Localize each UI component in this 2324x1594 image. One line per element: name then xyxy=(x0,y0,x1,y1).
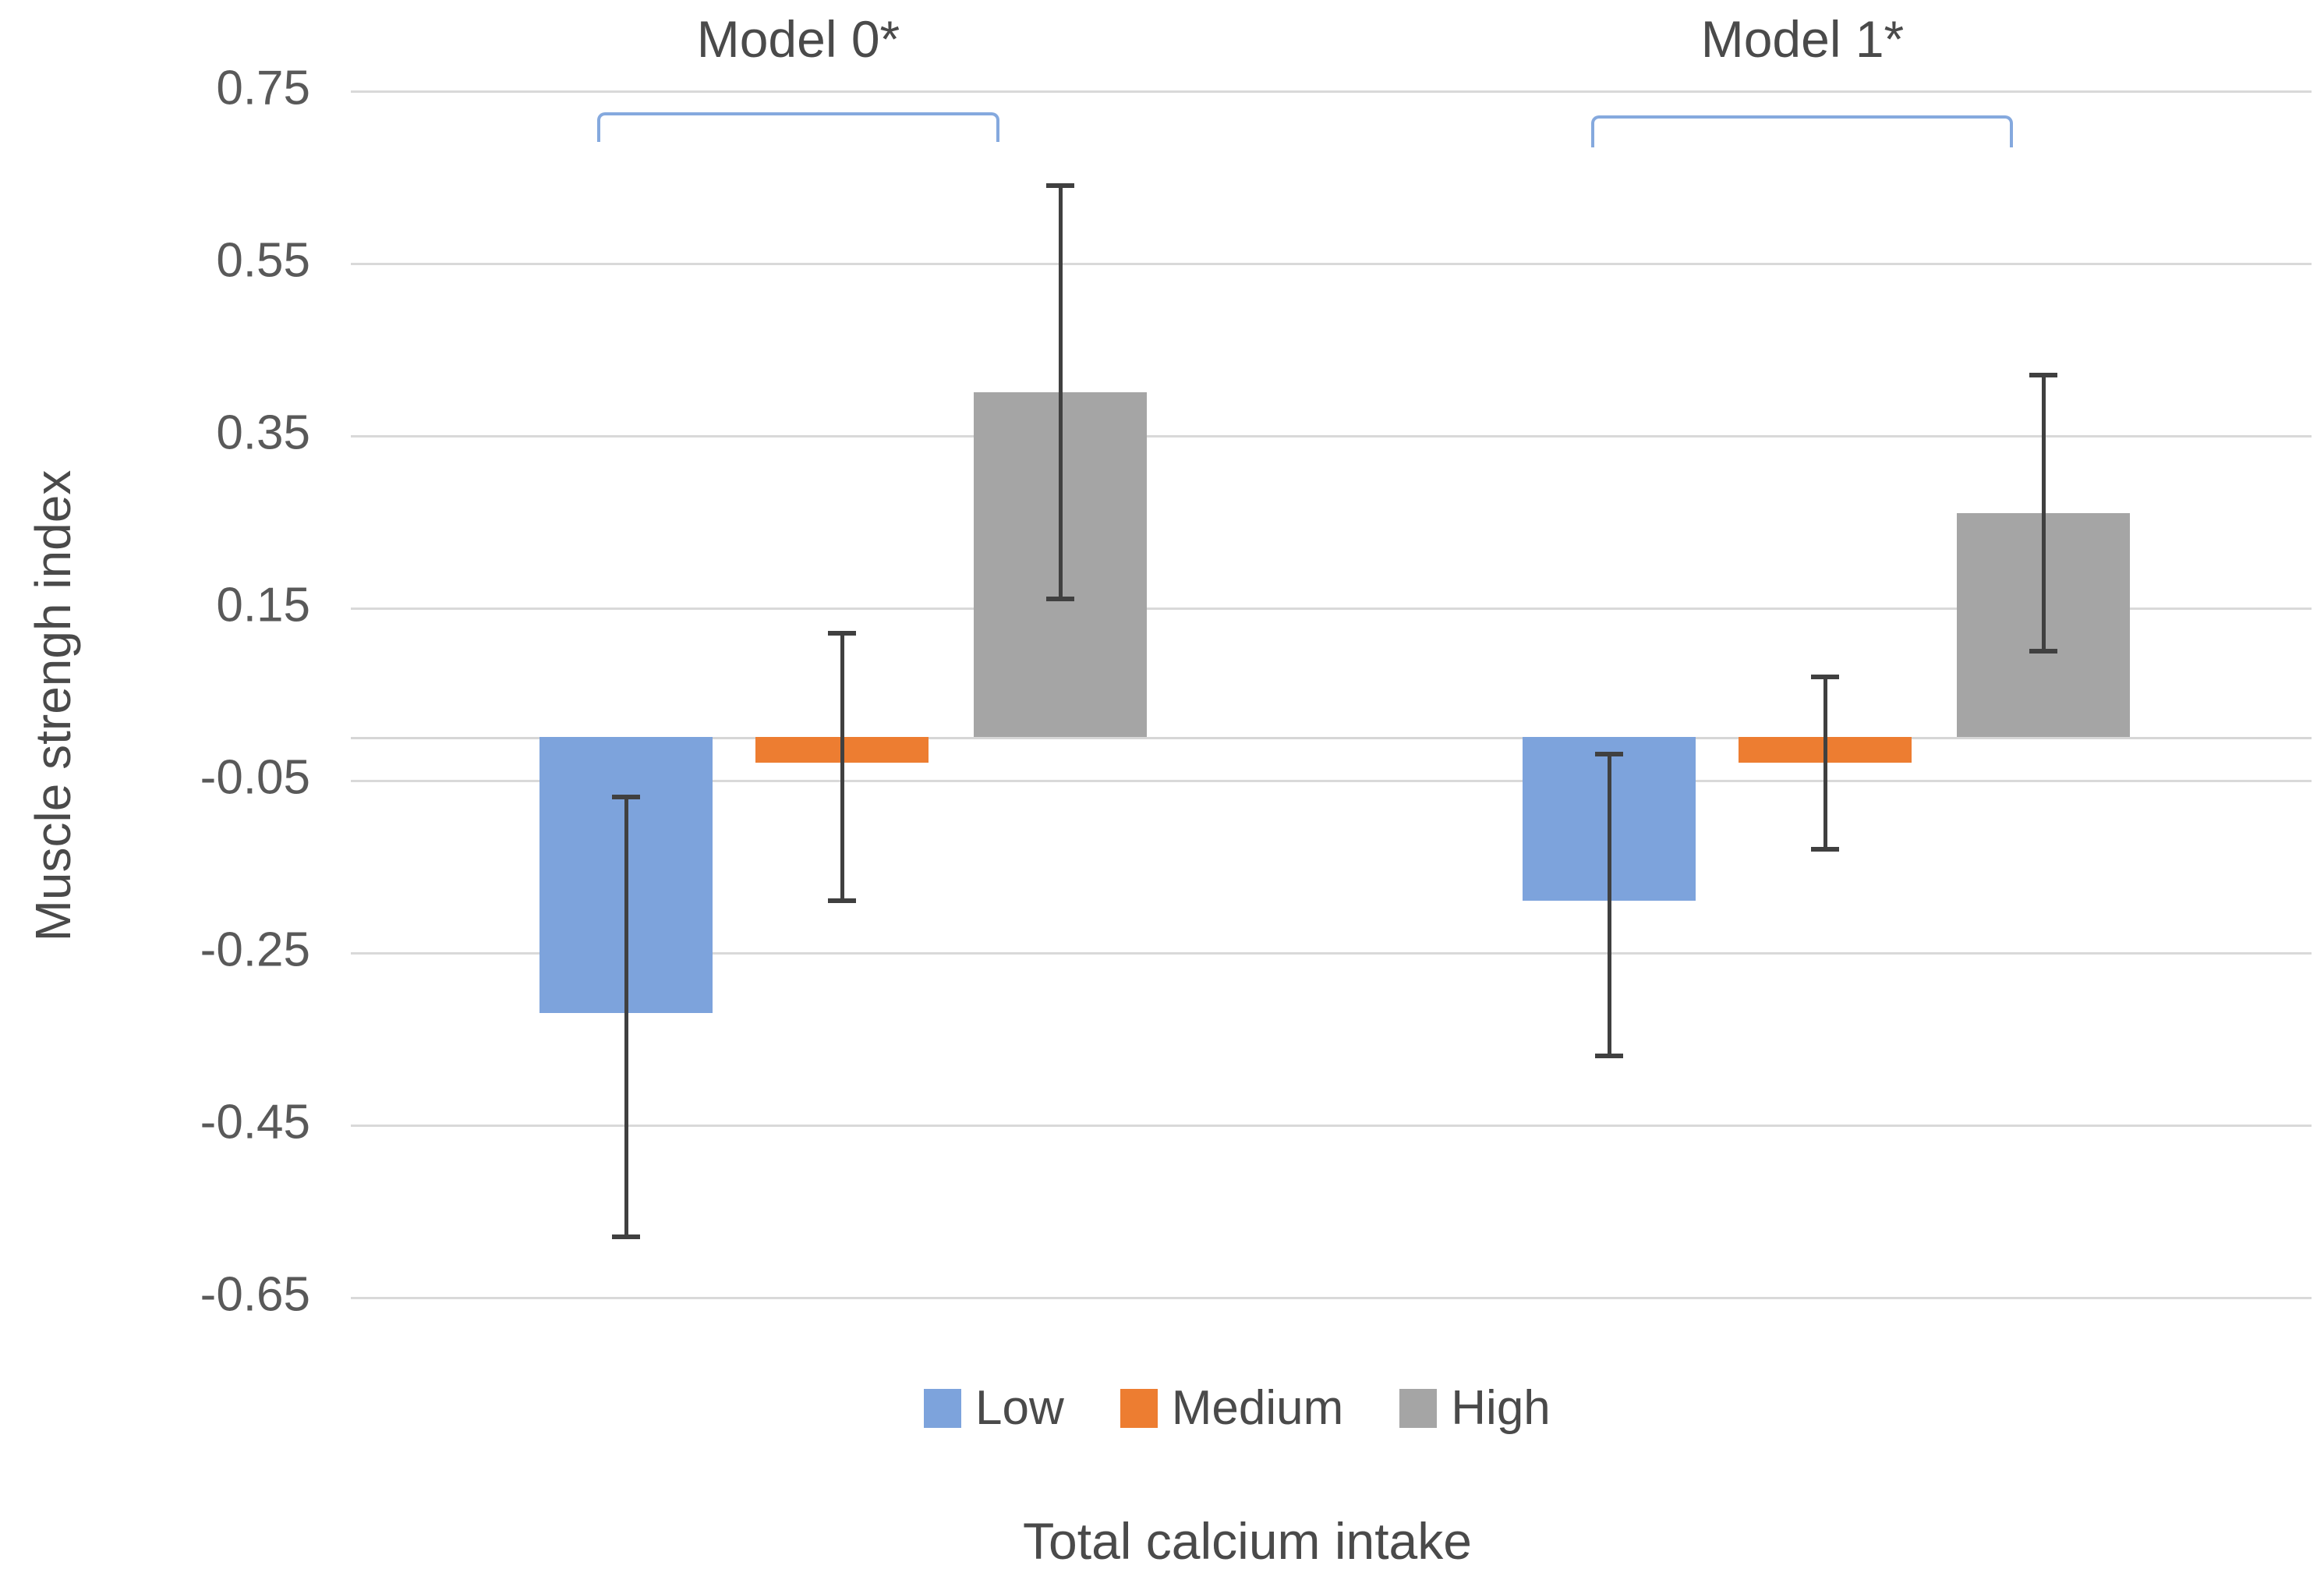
legend-swatch-medium xyxy=(1120,1388,1158,1428)
legend-label-low: Low xyxy=(975,1381,1064,1435)
error-cap-bottom-medium-model-0 xyxy=(828,898,856,903)
error-cap-bottom-low-model-0 xyxy=(612,1234,640,1239)
y-tick-label--0.45: -0.45 xyxy=(200,1095,310,1149)
gridline-y--0.65 xyxy=(351,1297,2312,1299)
error-cap-top-medium-model-1 xyxy=(1811,675,1839,679)
y-tick-label-0.55: 0.55 xyxy=(216,233,310,288)
group-bracket-model-0 xyxy=(597,112,999,142)
error-cap-bottom-low-model-1 xyxy=(1595,1054,1623,1058)
y-tick-label-0.75: 0.75 xyxy=(216,61,310,115)
error-bar-high-model-1 xyxy=(2042,375,2046,651)
error-bar-high-model-0 xyxy=(1059,186,1063,599)
legend-label-medium: Medium xyxy=(1171,1381,1344,1435)
error-cap-top-low-model-1 xyxy=(1595,752,1623,756)
legend-item-low: Low xyxy=(924,1380,1064,1436)
group-label-model-1: Model 1* xyxy=(1700,10,1905,68)
y-tick-label--0.05: -0.05 xyxy=(200,750,310,805)
gridline-y-0.55 xyxy=(351,263,2312,265)
error-cap-top-medium-model-0 xyxy=(828,631,856,636)
legend: Low Medium High xyxy=(924,1380,1551,1436)
x-axis-title: Total calcium intake xyxy=(1023,1512,1472,1570)
gridline-y--0.45 xyxy=(351,1125,2312,1127)
error-bar-low-model-1 xyxy=(1608,754,1611,1056)
gridline-y-0.35 xyxy=(351,435,2312,437)
error-bar-low-model-0 xyxy=(624,797,628,1237)
error-cap-top-high-model-1 xyxy=(2029,373,2057,377)
y-tick-label--0.25: -0.25 xyxy=(200,923,310,977)
legend-label-high: High xyxy=(1451,1381,1551,1435)
error-cap-bottom-medium-model-1 xyxy=(1811,847,1839,852)
legend-swatch-low xyxy=(924,1388,961,1428)
group-bracket-model-1 xyxy=(1591,115,2013,147)
y-tick-label--0.65: -0.65 xyxy=(200,1267,310,1322)
error-cap-top-low-model-0 xyxy=(612,795,640,799)
legend-item-high: High xyxy=(1399,1380,1551,1436)
error-cap-bottom-high-model-0 xyxy=(1046,597,1074,601)
legend-item-medium: Medium xyxy=(1120,1380,1344,1436)
error-bar-medium-model-0 xyxy=(840,633,844,901)
error-cap-top-high-model-0 xyxy=(1046,183,1074,188)
error-bar-medium-model-1 xyxy=(1823,677,1827,849)
error-cap-bottom-high-model-1 xyxy=(2029,649,2057,654)
group-label-model-0: Model 0* xyxy=(696,10,900,68)
y-tick-label-0.15: 0.15 xyxy=(216,578,310,632)
y-tick-label-0.35: 0.35 xyxy=(216,406,310,460)
legend-swatch-high xyxy=(1399,1388,1438,1428)
gridline-y-0.75 xyxy=(351,90,2312,93)
